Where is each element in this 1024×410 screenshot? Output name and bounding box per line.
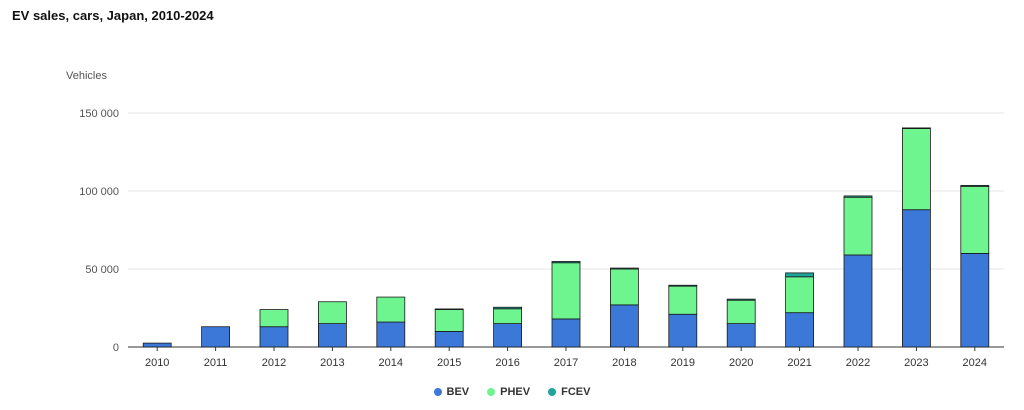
bar-fcev [902,127,931,130]
bar-bev [201,326,231,348]
x-tick-label: 2023 [904,357,928,369]
bar-bev [551,318,581,348]
chart-legend: BEV PHEV FCEV [0,386,1024,398]
legend-label-bev: BEV [446,386,470,398]
x-tick-label: 2024 [963,357,987,369]
legend-label-phev: PHEV [500,386,531,398]
x-tick-label: 2015 [437,357,461,369]
x-tick-label: 2012 [262,357,286,369]
bar-fcev [434,308,464,310]
bar-fcev [726,298,756,301]
y-tick-label: 150 000 [79,108,119,120]
y-tick-label: 100 000 [79,186,119,198]
x-tick-label: 2013 [320,357,344,369]
legend-dot-phev [487,388,496,396]
chart-title: EV sales, cars, Japan, 2010-2024 [12,8,214,23]
x-tick-label: 2011 [204,357,228,369]
x-tick-label: 2017 [554,357,578,369]
x-tick-label: 2020 [729,357,753,369]
x-tick-label: 2022 [846,357,870,369]
bar-fcev [610,267,639,270]
bar-bev [493,323,523,348]
bar-fcev [843,195,873,198]
y-tick-label: 50 000 [85,264,119,276]
legend-dot-fcev [548,388,557,396]
bar-bev [376,321,406,348]
y-axis-unit-label: Vehicles [66,70,107,82]
bar-bev [317,323,347,348]
legend-item-phev[interactable]: PHEV [487,386,530,398]
chart-plot: 0 50 000 100 000 150 000 2010 2011 2012 2013 201… [79,108,1004,369]
legend-dot-bev [433,388,442,396]
bar-fcev [551,261,581,264]
bar-phev [726,299,756,325]
legend-label-fcev: FCEV [561,386,591,398]
x-tick-label: 2016 [495,357,519,369]
x-tick-label: 2018 [612,357,636,369]
bar-bev [434,330,464,348]
bar-phev [668,285,698,315]
bar-bev [259,326,289,348]
x-tick-label: 2010 [145,357,169,369]
x-tick-label: 2014 [379,357,403,369]
bar-bev [142,342,172,348]
y-tick-label: 0 [113,342,119,354]
bar-bev [726,323,756,348]
bar-bev [785,312,814,348]
legend-item-fcev[interactable]: FCEV [548,386,590,398]
bar-fcev [493,306,523,310]
bar-phev [376,296,406,323]
bar-phev [317,301,347,325]
bar-phev [493,308,523,324]
bar-phev [785,276,814,314]
bar-bev [843,254,873,348]
bar-fcev [785,272,814,278]
bar-bev [902,209,931,348]
bar-bev [610,304,639,348]
bar-phev [610,268,639,306]
bar-bev [668,313,698,348]
bar-fcev [960,184,990,187]
bar-phev [551,262,581,320]
bar-fcev [668,284,698,287]
bar-bev [960,252,990,348]
bar-phev [843,196,873,256]
bar-phev [434,309,464,332]
legend-item-bev[interactable]: BEV [433,386,470,398]
bar-phev [960,185,990,254]
bar-phev [902,128,931,211]
bar-phev [259,309,289,328]
x-tick-label: 2021 [787,357,811,369]
x-tick-label: 2019 [671,357,695,369]
